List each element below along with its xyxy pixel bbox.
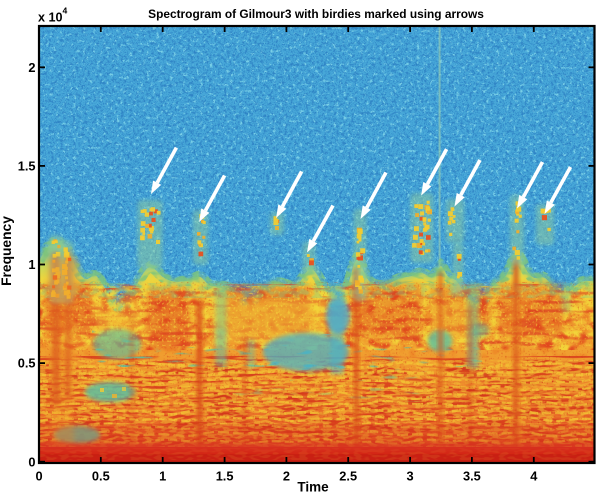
svg-text:1: 1 (28, 257, 35, 272)
svg-text:Frequency: Frequency (0, 216, 14, 286)
svg-text:2: 2 (28, 60, 35, 75)
svg-text:2: 2 (283, 469, 290, 484)
svg-text:3.5: 3.5 (463, 469, 481, 484)
svg-text:0: 0 (35, 469, 42, 484)
svg-text:0: 0 (28, 454, 35, 469)
svg-text:x 104: x 104 (38, 6, 68, 25)
svg-text:3: 3 (407, 469, 414, 484)
svg-text:Time: Time (297, 480, 329, 495)
svg-text:1.5: 1.5 (18, 159, 36, 174)
svg-text:1.5: 1.5 (216, 469, 234, 484)
svg-text:0.5: 0.5 (18, 356, 36, 371)
svg-text:0.5: 0.5 (92, 469, 110, 484)
svg-text:Spectrogram of Gilmour3 with b: Spectrogram of Gilmour3 with birdies mar… (148, 7, 484, 21)
svg-text:4: 4 (530, 469, 538, 484)
svg-text:1: 1 (159, 469, 166, 484)
svg-text:2.5: 2.5 (339, 469, 357, 484)
